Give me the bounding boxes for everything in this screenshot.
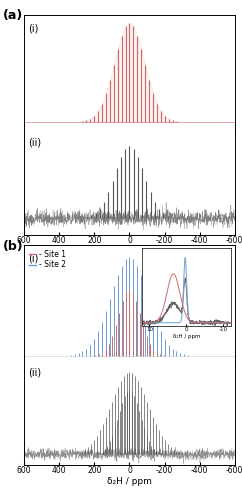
X-axis label: δ₂H / ppm: δ₂H / ppm xyxy=(107,477,152,486)
Text: (b): (b) xyxy=(3,240,24,252)
Text: (ii): (ii) xyxy=(28,138,42,147)
Legend: - Site 1, - Site 2: - Site 1, - Site 2 xyxy=(28,250,67,270)
Text: (ii): (ii) xyxy=(28,368,42,378)
X-axis label: δ₂H / ppm: δ₂H / ppm xyxy=(107,246,152,256)
Text: (i): (i) xyxy=(28,23,39,33)
Text: (i): (i) xyxy=(28,254,39,264)
Text: (a): (a) xyxy=(3,10,23,22)
